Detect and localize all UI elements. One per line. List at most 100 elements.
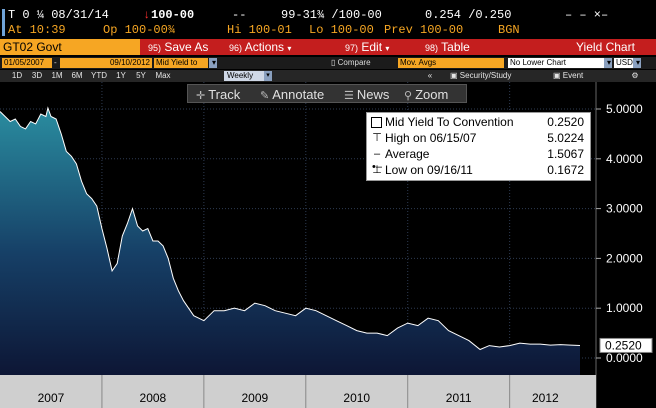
chevron-down-icon[interactable]: ▾	[209, 58, 217, 68]
high-label: High on 06/15/07	[385, 131, 477, 145]
y-tick-label: 0.0000	[606, 351, 643, 365]
x-axis: 2007 2008 2009 2010 2011 2012	[38, 375, 559, 408]
yield-area	[0, 108, 580, 375]
collapse-arrow-icon[interactable]: «	[427, 71, 433, 80]
end-date-field[interactable]: 09/10/2012	[60, 58, 152, 68]
low-marker-icon: ⊥	[372, 164, 382, 176]
change-dashes: --	[232, 8, 247, 22]
yield-line	[0, 106, 581, 351]
table-label: Table	[441, 40, 470, 54]
window-controls[interactable]: – – ×–	[565, 8, 609, 22]
currency-field[interactable]: USD	[614, 58, 640, 68]
edit-number: 97)	[345, 43, 359, 53]
frequency-selector[interactable]: Weekly	[224, 71, 272, 81]
x-tick-label: 2010	[343, 391, 370, 405]
function-menubar: GT02 Govt 95) Save As 96) Actions ▾ 97) …	[0, 39, 656, 55]
chart-legend[interactable]: Mid Yield To Convention 0.2520 ⊤ High on…	[366, 112, 591, 181]
timeframe-1y[interactable]: 1Y	[116, 71, 126, 80]
edit-label: Edit	[361, 40, 383, 54]
settings-gear-icon[interactable]: ⚙	[631, 71, 639, 80]
y-tick-label: 3.0000	[606, 202, 643, 216]
lower-chart-field[interactable]: No Lower Chart	[508, 58, 606, 68]
compare-toggle[interactable]: ▯ Compare	[331, 57, 371, 69]
track-button[interactable]: ✛ Track	[196, 87, 240, 102]
quote-open: Op 100-00¾	[103, 23, 176, 37]
bid-ask-yields: 0.254 /0.250	[425, 8, 512, 22]
chart-toolbar: ✛ Track ✎ Annotate ☰ News ⚲ Zoom	[187, 84, 467, 103]
pencil-icon: ✎	[260, 90, 270, 102]
save-as-label: Save As	[164, 40, 209, 54]
table-number: 98)	[425, 43, 439, 53]
last-value-marker: 0.2520	[599, 337, 653, 353]
zoom-button[interactable]: ⚲ Zoom	[404, 87, 448, 102]
quote-row: At 10:39 Op 100-00¾ Hi 100-01 Lo 100-00 …	[0, 24, 656, 37]
chevron-down-icon: ▾	[287, 44, 292, 53]
timeframe-6m[interactable]: 6M	[71, 71, 83, 80]
legend-low-row: ⊥ Low on 09/16/11 0.1672	[371, 164, 586, 177]
last-value-box	[599, 337, 653, 353]
table-button[interactable]: 98) Table	[425, 39, 495, 55]
event-icon: ▣	[553, 71, 563, 80]
event-label: Event	[562, 71, 584, 80]
x-tick-label: 2007	[38, 391, 65, 405]
y-axis: 5.0000 4.0000 3.0000 2.0000 1.0000 0.0000	[596, 102, 643, 365]
high-marker-icon: ⊤	[372, 132, 382, 144]
annotate-label: Annotate	[272, 87, 325, 102]
series-last-value: 0.2520	[547, 115, 584, 129]
timeframe-1d[interactable]: 1D	[11, 71, 23, 80]
field-selector[interactable]: Mid Yield to	[154, 58, 208, 68]
x-tick-label: 2009	[241, 391, 268, 405]
chevron-down-icon[interactable]: ▾	[264, 71, 272, 81]
news-icon: ☰	[344, 90, 354, 102]
save-as-button[interactable]: 95) Save As	[148, 39, 218, 55]
high-value: 5.0224	[547, 131, 584, 145]
magnifier-icon: ⚲	[404, 90, 413, 102]
add-icon: ▣	[450, 71, 460, 80]
security-study-label: Security/Study	[459, 71, 512, 80]
chevron-down-icon[interactable]: ▾	[633, 58, 641, 68]
low-label: Low on 09/16/11	[385, 163, 473, 177]
actions-number: 96)	[229, 43, 243, 53]
actions-label: Actions	[244, 40, 285, 54]
chevron-down-icon: ▾	[385, 44, 390, 53]
average-value: 1.5067	[547, 147, 584, 161]
chevron-down-icon[interactable]: ▾	[604, 58, 612, 68]
bid-ask: 99-31¾ /100-00	[281, 8, 382, 22]
timeframe-5y[interactable]: 5Y	[136, 71, 146, 80]
legend-series-row: Mid Yield To Convention 0.2520	[371, 116, 586, 129]
last-price: 100-00	[151, 8, 195, 22]
x-tick-label: 2012	[532, 391, 559, 405]
timeframe-max[interactable]: Max	[155, 71, 171, 80]
y-tick-label: 5.0000	[606, 102, 643, 116]
security-study-button[interactable]: ▣ Security/Study	[450, 70, 534, 82]
quote-source: BGN	[498, 23, 520, 37]
chart-controls: 01/05/2007 - 09/10/2012 Mid Yield to ▾ ▯…	[0, 57, 656, 69]
news-label: News	[356, 87, 390, 102]
security-field[interactable]: GT02 Govt	[0, 39, 140, 55]
series-swatch	[371, 117, 382, 128]
price-down-arrow-icon: ↓	[143, 8, 151, 22]
page-title: Yield Chart	[576, 40, 635, 54]
annotate-button[interactable]: ✎ Annotate	[260, 87, 324, 102]
date-separator: -	[54, 58, 57, 67]
track-label: Track	[208, 87, 241, 102]
timeframe-1m[interactable]: 1M	[51, 71, 63, 80]
event-button[interactable]: ▣ Event	[553, 70, 603, 82]
y-tick-label: 1.0000	[606, 301, 643, 315]
zoom-label: Zoom	[415, 87, 449, 102]
quote-prev: Prev 100-00	[384, 23, 464, 37]
timeframe-3d[interactable]: 3D	[31, 71, 43, 80]
compare-label: Compare	[337, 58, 371, 67]
moving-averages-field[interactable]: Mov. Avgs	[398, 58, 504, 68]
edit-menu[interactable]: 97) Edit ▾	[345, 39, 415, 55]
x-axis-band	[0, 375, 596, 408]
y-tick-label: 4.0000	[606, 152, 643, 166]
timeframe-ytd[interactable]: YTD	[91, 71, 107, 80]
ticker-symbol: T 0 ¼ 08/31/14	[8, 8, 109, 22]
legend-high-row: ⊤ High on 06/15/07 5.0224	[371, 132, 586, 145]
y-tick-label: 2.0000	[606, 251, 643, 265]
crosshair-icon: ✛	[196, 90, 206, 102]
start-date-field[interactable]: 01/05/2007	[2, 58, 52, 68]
news-button[interactable]: ☰ News	[344, 87, 389, 102]
actions-menu[interactable]: 96) Actions ▾	[229, 39, 329, 55]
